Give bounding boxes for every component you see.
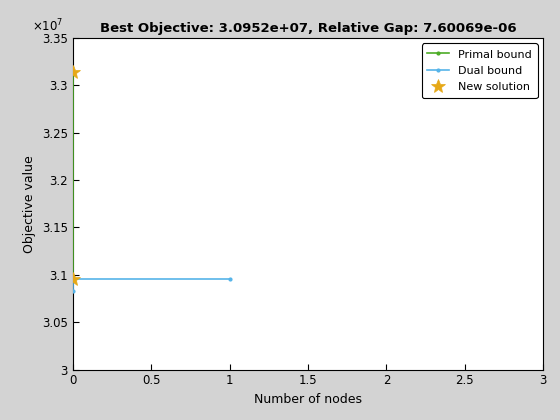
- Legend: Primal bound, Dual bound, New solution: Primal bound, Dual bound, New solution: [422, 43, 538, 98]
- Line: Dual bound: Dual bound: [70, 277, 232, 294]
- Dual bound: [69, 289, 76, 294]
- New solution: [69, 69, 76, 74]
- X-axis label: Number of nodes: Number of nodes: [254, 393, 362, 406]
- Primal bound: [69, 277, 76, 282]
- New solution: [69, 277, 76, 282]
- Dual bound: [226, 277, 233, 282]
- Text: $\times10^7$: $\times10^7$: [32, 18, 63, 34]
- Line: New solution: New solution: [66, 65, 80, 286]
- Line: Primal bound: Primal bound: [70, 69, 76, 282]
- Title: Best Objective: 3.0952e+07, Relative Gap: 7.60069e-06: Best Objective: 3.0952e+07, Relative Gap…: [100, 22, 516, 35]
- Primal bound: [69, 69, 76, 74]
- Y-axis label: Objective value: Objective value: [24, 155, 36, 252]
- Dual bound: [69, 277, 76, 282]
